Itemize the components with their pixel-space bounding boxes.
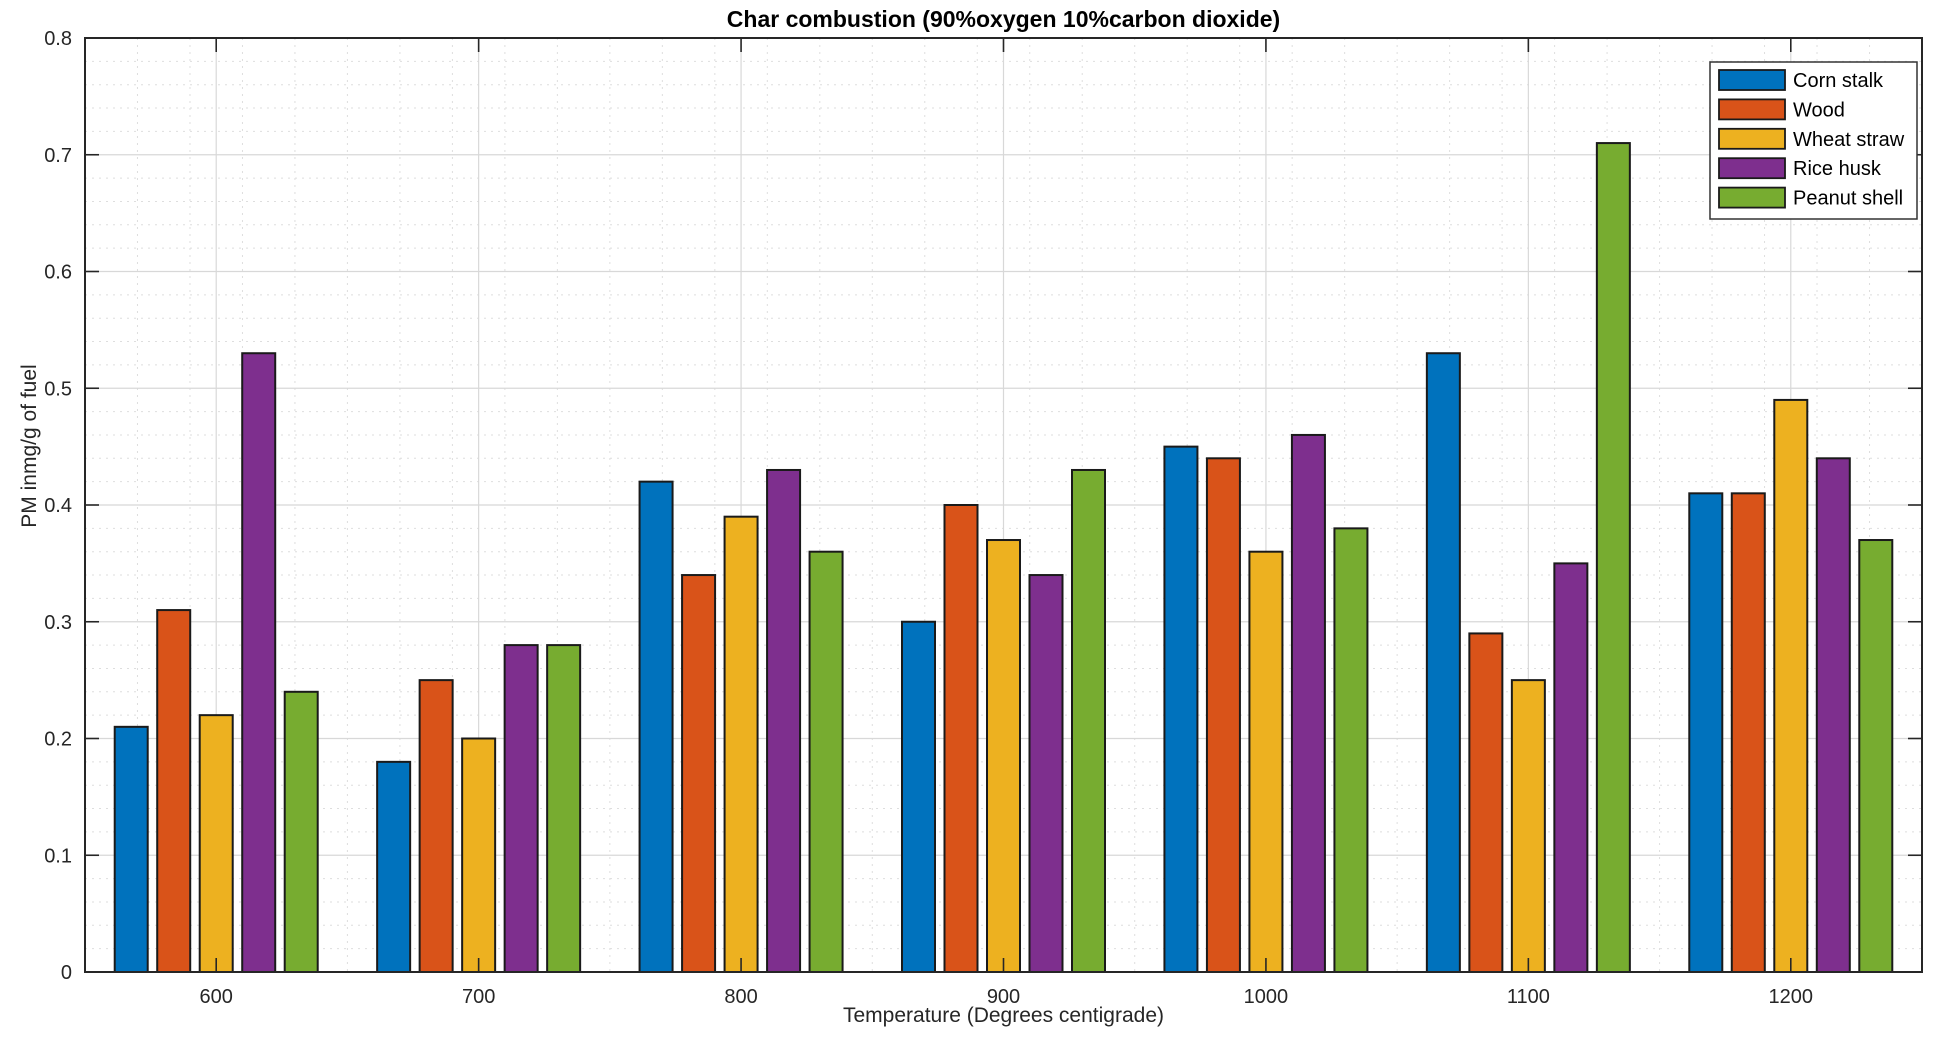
legend-swatch-wheat-straw bbox=[1718, 127, 1786, 150]
bar-rice-husk bbox=[1028, 574, 1064, 973]
bar-corn-stalk bbox=[901, 620, 936, 973]
legend-swatch-peanut-shell bbox=[1718, 186, 1786, 209]
bar-rice-husk bbox=[1290, 433, 1326, 973]
bar-corn-stalk bbox=[113, 725, 149, 974]
y-tick-label: 0.7 bbox=[44, 145, 72, 167]
bar-rice-husk bbox=[241, 352, 277, 974]
y-tick-label: 0.2 bbox=[44, 729, 72, 751]
legend-label: Rice husk bbox=[1793, 158, 1882, 180]
bar-corn-stalk bbox=[376, 760, 412, 973]
bar-wheat-straw bbox=[1510, 679, 1546, 973]
x-tick-label: 1100 bbox=[1507, 986, 1550, 1008]
bar-wood bbox=[1730, 492, 1766, 973]
legend-label: Corn stalk bbox=[1793, 70, 1884, 92]
bar-wheat-straw bbox=[1248, 550, 1284, 973]
x-tick-label: 1200 bbox=[1769, 986, 1814, 1008]
y-tick-label: 0.6 bbox=[44, 262, 72, 284]
bar-peanut-shell bbox=[1595, 142, 1631, 973]
bar-corn-stalk bbox=[1163, 445, 1199, 973]
bar-wood bbox=[1468, 632, 1504, 973]
legend-swatch-corn-stalk bbox=[1718, 69, 1786, 91]
bar-rice-husk bbox=[503, 644, 539, 973]
bar-rice-husk bbox=[1553, 562, 1589, 973]
bar-wood bbox=[156, 609, 192, 973]
bar-corn-stalk bbox=[1688, 492, 1724, 973]
x-tick-label: 800 bbox=[724, 986, 757, 1008]
bar-corn-stalk bbox=[1425, 352, 1461, 974]
bar-wheat-straw bbox=[461, 737, 497, 973]
bar-peanut-shell bbox=[1333, 527, 1369, 973]
bar-wood bbox=[943, 504, 979, 973]
y-tick-label: 0.5 bbox=[44, 378, 72, 400]
legend-label: Wheat straw bbox=[1793, 129, 1905, 151]
chart-title: Char combustion (90%oxygen 10%carbon dio… bbox=[726, 6, 1281, 32]
bar-corn-stalk bbox=[638, 480, 674, 973]
bar-wheat-straw bbox=[986, 539, 1021, 974]
bar-peanut-shell bbox=[1858, 539, 1894, 974]
y-tick-label: 0.4 bbox=[44, 495, 72, 517]
bar-peanut-shell bbox=[808, 550, 844, 973]
legend-label: Peanut shell bbox=[1793, 188, 1903, 210]
x-axis-label: Temperature (Degrees centigrade) bbox=[843, 1004, 1164, 1027]
y-tick-label: 0.8 bbox=[44, 28, 72, 50]
y-tick-label: 0.1 bbox=[44, 845, 72, 867]
bar-peanut-shell bbox=[546, 644, 582, 973]
bar-wood bbox=[1205, 457, 1241, 973]
y-tick-label: 0.3 bbox=[44, 612, 72, 634]
y-tick-label: 0 bbox=[61, 962, 72, 984]
x-tick-label: 1000 bbox=[1244, 986, 1289, 1008]
x-tick-label: 700 bbox=[462, 986, 495, 1008]
bar-rice-husk bbox=[1815, 457, 1851, 973]
plot-border bbox=[84, 37, 1923, 973]
bar-wood bbox=[681, 574, 717, 973]
bar-peanut-shell bbox=[1071, 468, 1106, 973]
bar-wood bbox=[418, 679, 454, 973]
legend-swatch-rice-husk bbox=[1718, 157, 1786, 180]
x-tick-label: 600 bbox=[200, 986, 233, 1008]
legend-swatch-wood bbox=[1718, 98, 1786, 121]
bar-peanut-shell bbox=[283, 690, 319, 973]
legend-label: Wood bbox=[1793, 99, 1845, 121]
bar-rice-husk bbox=[766, 468, 802, 973]
bar-wheat-straw bbox=[723, 515, 759, 973]
bar-wheat-straw bbox=[198, 714, 234, 974]
bar-wheat-straw bbox=[1773, 398, 1809, 973]
x-tick-label: 900 bbox=[987, 986, 1020, 1008]
